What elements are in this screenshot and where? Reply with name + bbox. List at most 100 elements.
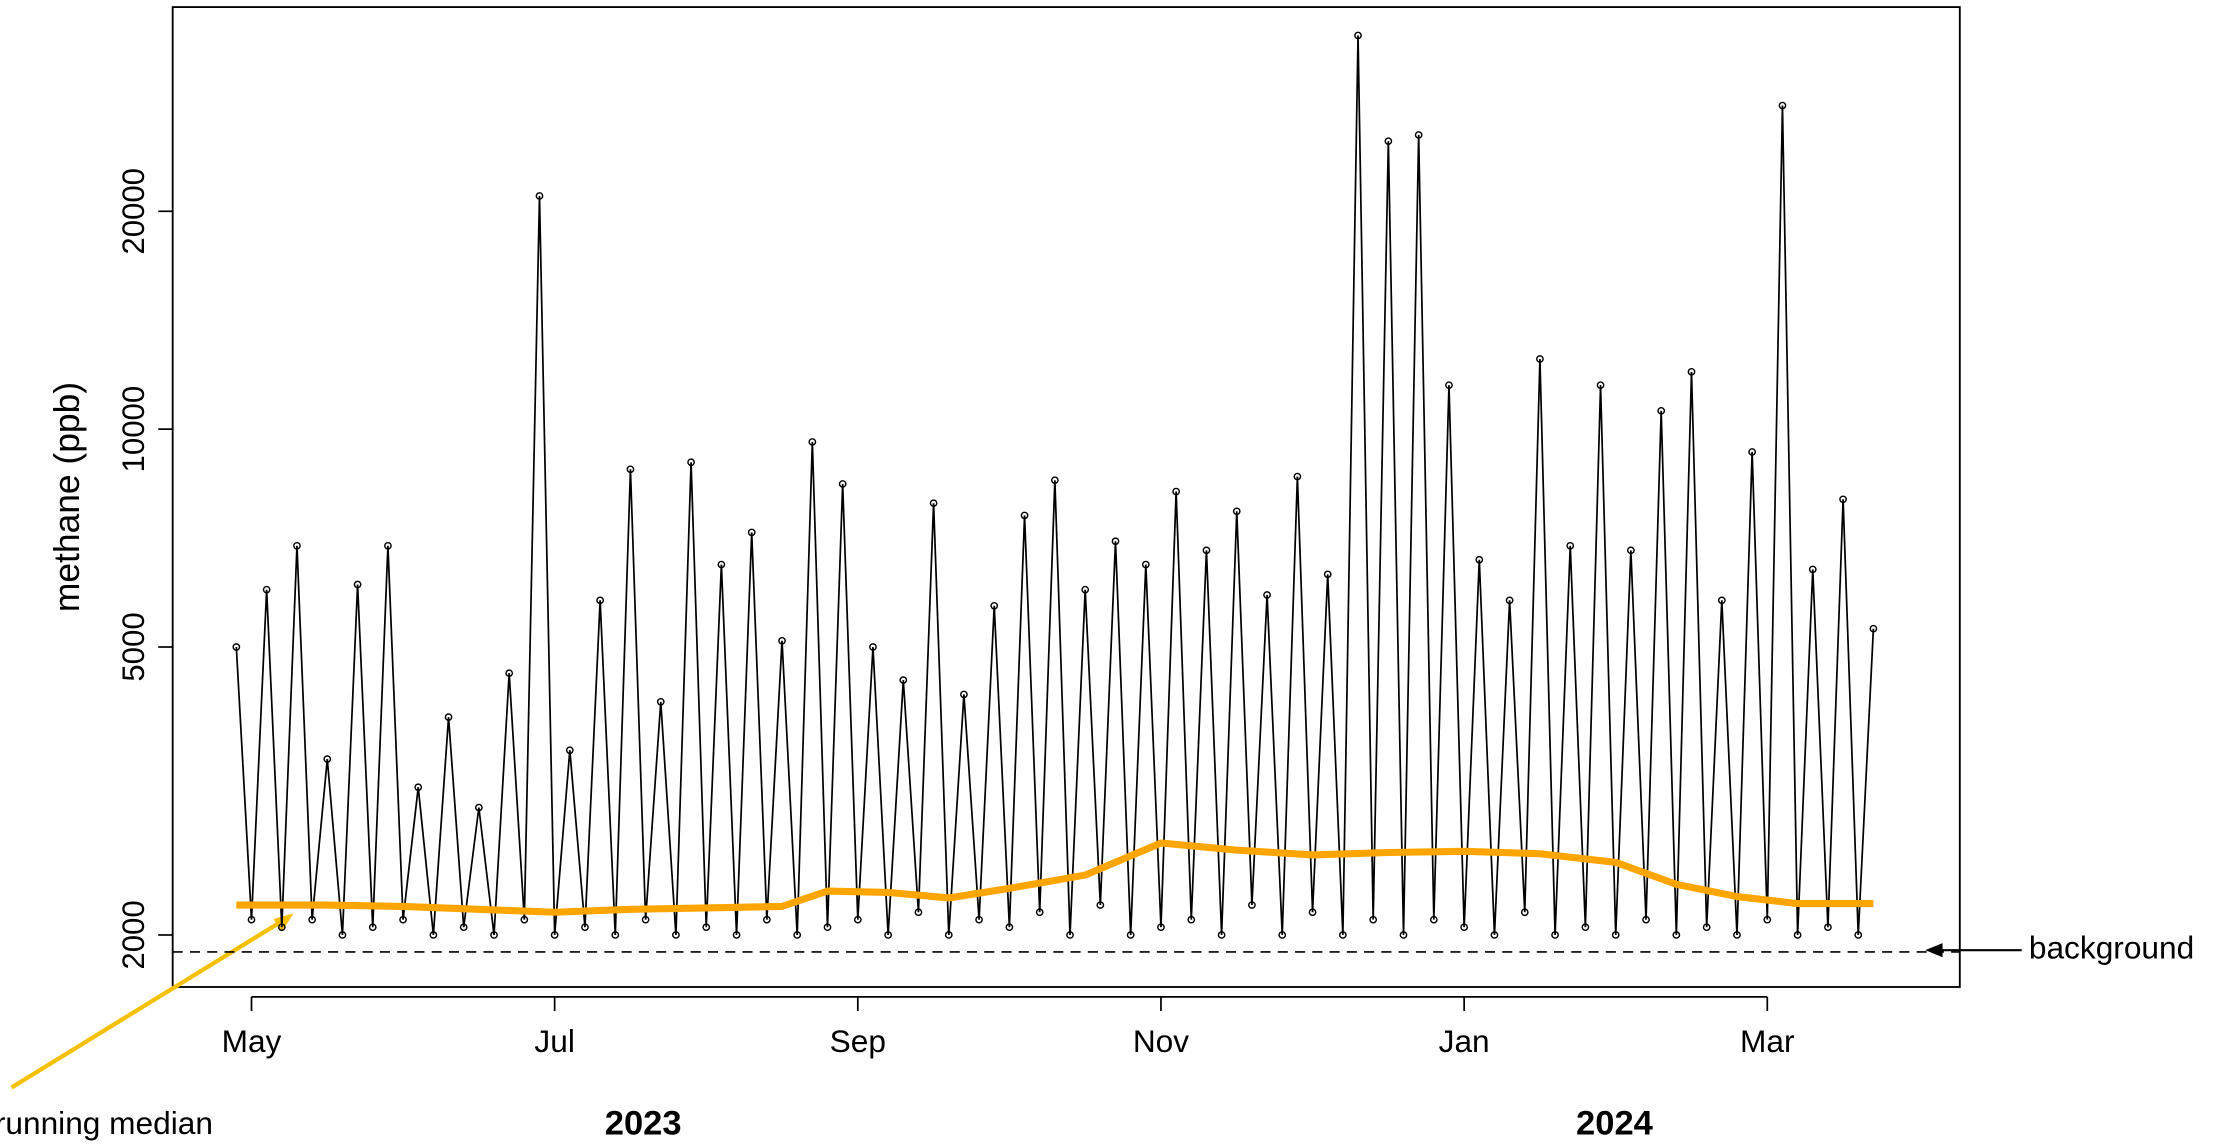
data-point <box>717 560 726 569</box>
data-point <box>535 192 544 200</box>
data-point <box>944 931 953 939</box>
data-point <box>520 915 529 924</box>
annotation-arrow <box>10 915 289 1090</box>
data-point <box>1414 131 1423 139</box>
data-point <box>596 596 605 605</box>
data-point <box>1793 931 1802 939</box>
data-point <box>1005 923 1014 932</box>
data-point <box>308 915 317 924</box>
data-point <box>793 931 802 939</box>
data-point <box>414 783 423 792</box>
data-point <box>353 580 362 589</box>
data-point <box>1808 565 1817 574</box>
data-point <box>1429 915 1438 924</box>
data-point <box>1566 541 1575 550</box>
data-point <box>1748 448 1757 456</box>
data-point <box>975 915 983 924</box>
data-point <box>1824 923 1832 932</box>
data-point <box>1399 931 1408 939</box>
data-point <box>656 697 665 706</box>
data-point <box>1126 931 1135 939</box>
data-point <box>399 915 407 924</box>
data-point <box>1202 546 1211 555</box>
data-point <box>368 923 377 932</box>
data-point <box>747 528 756 537</box>
x-tick-label: Mar <box>1740 1024 1794 1059</box>
data-point <box>565 746 574 755</box>
data-point <box>1611 931 1620 939</box>
data-point <box>474 803 483 812</box>
data-point <box>1596 381 1605 390</box>
data-point <box>838 480 847 488</box>
x-tick-label: Sep <box>830 1024 886 1059</box>
data-point <box>762 915 771 924</box>
y-tick-label: 5000 <box>116 612 151 681</box>
data-point <box>1293 472 1302 481</box>
data-point <box>1111 537 1120 546</box>
data-point <box>1702 923 1711 932</box>
data-point <box>1217 931 1226 939</box>
data-point <box>1020 511 1029 520</box>
year-label: 2023 <box>605 1105 682 1143</box>
year-label: 2024 <box>1576 1105 1653 1143</box>
data-point <box>1717 596 1726 605</box>
data-point <box>1854 931 1863 939</box>
data-point <box>1445 381 1453 390</box>
data-point <box>1141 560 1150 569</box>
data-point <box>626 465 635 474</box>
x-tick-label: Jul <box>534 1024 574 1059</box>
plot-frame <box>171 6 1961 988</box>
data-point <box>687 458 695 467</box>
data-point <box>1642 915 1650 924</box>
data-point <box>1157 923 1165 932</box>
data-point <box>778 636 786 645</box>
data-point <box>1733 931 1741 939</box>
data-point <box>641 915 650 924</box>
background-annotation: background <box>2029 931 2194 966</box>
data-point <box>823 923 832 932</box>
data-point <box>293 541 301 550</box>
data-line <box>235 35 1875 936</box>
data-point <box>1505 596 1514 605</box>
data-point <box>1172 487 1181 496</box>
data-point <box>1308 908 1317 917</box>
data-point <box>884 931 893 939</box>
x-tick-label: Nov <box>1133 1024 1190 1059</box>
median-annotation: running median <box>0 1106 213 1141</box>
data-point <box>1763 915 1772 924</box>
data-point <box>338 931 347 939</box>
data-point <box>232 643 241 651</box>
x-tick-label: Jan <box>1439 1024 1490 1059</box>
data-point <box>1384 137 1393 145</box>
data-point <box>1551 931 1559 939</box>
data-point <box>611 931 620 939</box>
data-point <box>732 931 741 939</box>
data-point <box>247 915 256 924</box>
data-point <box>702 923 711 932</box>
data-point <box>1354 31 1362 40</box>
data-point <box>1778 101 1787 110</box>
data-point <box>1338 931 1347 939</box>
data-point <box>929 499 938 508</box>
data-point <box>1232 507 1241 516</box>
data-point <box>960 690 968 699</box>
data-point <box>444 713 453 721</box>
running-median-line <box>236 839 1874 916</box>
data-point <box>1248 901 1256 909</box>
arrow-head <box>1925 943 1943 958</box>
data-point <box>1657 407 1666 415</box>
data-point <box>1081 585 1090 594</box>
x-tick-label: May <box>222 1024 282 1059</box>
data-point <box>490 931 498 939</box>
data-point <box>1035 908 1044 917</box>
y-tick-label: 20000 <box>116 168 151 255</box>
data-point <box>1323 570 1332 579</box>
data-point <box>914 908 923 917</box>
data-point <box>505 669 514 678</box>
data-point <box>869 643 877 651</box>
data-point <box>1536 355 1544 363</box>
data-point <box>384 541 392 550</box>
data-point <box>1672 931 1681 939</box>
